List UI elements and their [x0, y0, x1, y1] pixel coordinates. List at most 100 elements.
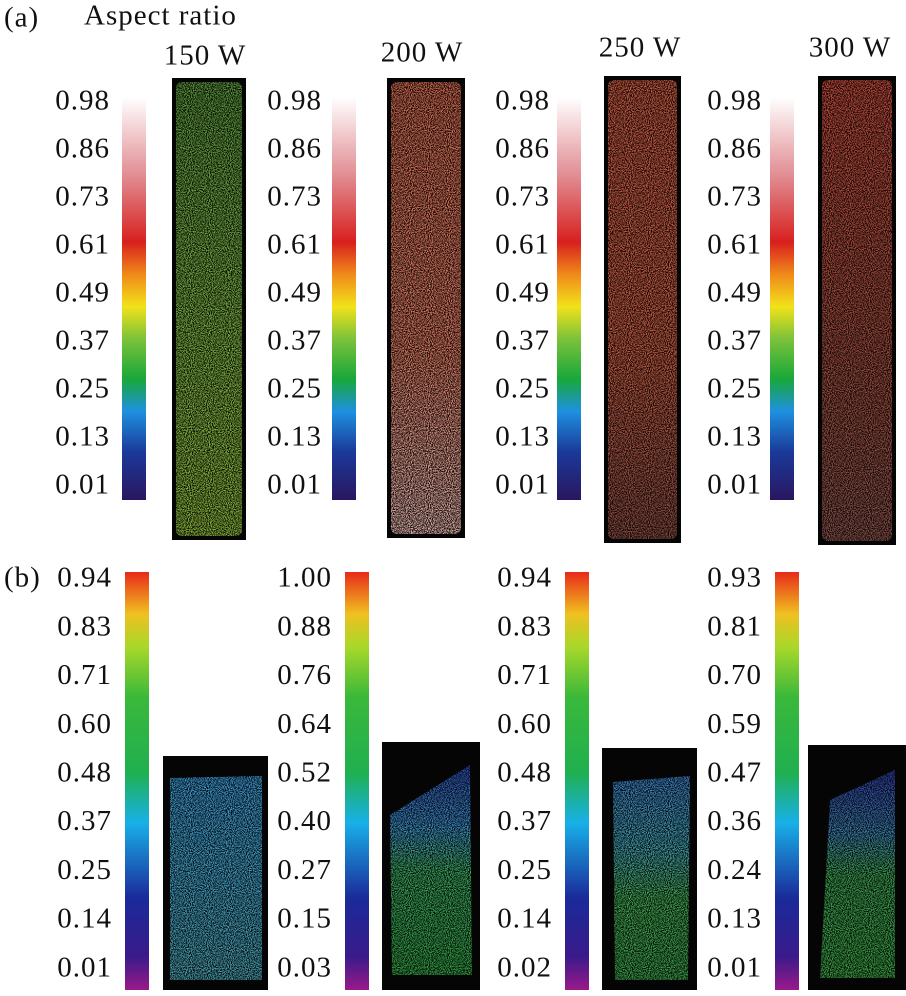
colorbar-tick-label: 0.01	[57, 951, 112, 983]
colorbar	[775, 572, 799, 990]
colorbar-tick-label: 0.14	[57, 903, 112, 935]
sample-column: 200 W 0.98 0.86 0.73 0.61 0.49 0.37 0.25 0.13 0.0…	[267, 37, 465, 538]
colorbar-tick-label: 0.25	[267, 373, 322, 405]
colorbar-tick-label: 0.37	[55, 325, 110, 357]
colorbar-tick-label: 0.60	[57, 708, 112, 740]
sample-column: 150 W 0.98 0.86 0.73 0.61 0.49 0.37 0.25 0.13 0.0…	[55, 40, 246, 540]
colorbar-tick-label: 0.37	[267, 325, 322, 357]
colorbar-tick-label: 0.73	[495, 181, 550, 213]
sample-speckle	[391, 82, 461, 534]
colorbar-tick-label: 0.61	[495, 229, 550, 261]
colorbar-tick-label: 0.27	[277, 854, 332, 886]
colorbar	[122, 97, 146, 500]
colorbar-tick-label: 0.25	[495, 373, 550, 405]
sample-speckle	[170, 776, 262, 980]
colorbar-tick-label: 0.88	[277, 610, 332, 642]
colorbar-tick-label: 0.86	[495, 133, 550, 165]
panel-title: Aspect ratio	[84, 0, 237, 32]
colorbar	[770, 97, 794, 500]
colorbar-tick-label: 0.37	[495, 325, 550, 357]
colorbar-tick-label: 0.98	[495, 85, 550, 117]
sample-speckle	[608, 80, 677, 539]
colorbar-tick-label: 0.86	[267, 133, 322, 165]
colorbar-tick-label: 0.48	[497, 756, 552, 788]
colorbar-tick-label: 1.00	[277, 562, 332, 594]
colorbar-tick-label: 0.71	[57, 659, 112, 691]
colorbar-tick-label: 0.47	[707, 756, 762, 788]
colorbar-tick-label: 0.81	[707, 610, 762, 642]
colorbar-tick-label: 0.13	[707, 903, 762, 935]
sample-column: 0.94 0.83 0.71 0.60 0.48 0.37 0.25 0.14 0.01	[57, 562, 268, 990]
colorbar-tick-label: 0.61	[55, 229, 110, 261]
sample-power: 300 W	[809, 32, 892, 64]
colorbar-tick-label: 0.83	[57, 610, 112, 642]
colorbar-tick-label: 0.59	[707, 708, 762, 740]
colorbar-tick-label: 0.03	[277, 951, 332, 983]
colorbar-tick-label: 0.25	[55, 373, 110, 405]
colorbar-tick-label: 0.01	[495, 469, 550, 501]
colorbar-tick-label: 0.24	[707, 854, 762, 886]
sample-speckle	[613, 776, 690, 980]
colorbar-tick-label: 0.93	[707, 562, 762, 594]
colorbar-tick-label: 0.86	[707, 133, 762, 165]
colorbar-tick-label: 0.98	[267, 85, 322, 117]
sample-power: 150 W	[164, 40, 247, 72]
colorbar-tick-label: 0.01	[707, 469, 762, 501]
colorbar-tick-label: 0.36	[707, 805, 762, 837]
colorbar	[125, 572, 149, 990]
colorbar-tick-label: 0.76	[277, 659, 332, 691]
colorbar-tick-label: 0.37	[57, 805, 112, 837]
colorbar-tick-label: 0.70	[707, 659, 762, 691]
sample-power: 250 W	[599, 32, 682, 64]
colorbar-tick-label: 0.13	[267, 421, 322, 453]
colorbar-tick-label: 0.01	[707, 951, 762, 983]
colorbar-tick-label: 0.73	[707, 181, 762, 213]
colorbar-tick-label: 0.49	[267, 277, 322, 309]
colorbar-tick-label: 0.60	[497, 708, 552, 740]
colorbar-tick-label: 0.94	[497, 562, 552, 594]
colorbar-tick-label: 0.02	[497, 951, 552, 983]
sample-power: 200 W	[381, 37, 464, 69]
colorbar-tick-label: 0.14	[497, 903, 552, 935]
colorbar-tick-label: 0.86	[55, 133, 110, 165]
colorbar-tick-label: 0.25	[707, 373, 762, 405]
colorbar-tick-label: 0.15	[277, 903, 332, 935]
colorbar-tick-label: 0.13	[707, 421, 762, 453]
colorbar-tick-label: 0.01	[267, 469, 322, 501]
colorbar-tick-label: 0.13	[55, 421, 110, 453]
colorbar-tick-label: 0.73	[55, 181, 110, 213]
colorbar-tick-label: 0.94	[57, 562, 112, 594]
colorbar-tick-label: 0.52	[277, 756, 332, 788]
panel-label: (a)	[4, 2, 39, 34]
colorbar-tick-label: 0.49	[707, 277, 762, 309]
colorbar	[565, 572, 589, 990]
sample-column: 0.93 0.81 0.70 0.59 0.47 0.36 0.24 0.13 0.01	[707, 562, 906, 990]
sample-column: 250 W 0.98 0.86 0.73 0.61 0.49 0.37 0.25 0.13 0.0…	[495, 32, 681, 543]
colorbar-tick-label: 0.25	[57, 854, 112, 886]
sample-speckle	[176, 82, 242, 536]
colorbar-tick-label: 0.73	[267, 181, 322, 213]
colorbar-tick-label: 0.64	[277, 708, 332, 740]
sample-speckle	[820, 770, 895, 978]
colorbar	[557, 97, 581, 500]
colorbar-tick-label: 0.98	[707, 85, 762, 117]
sample-speckle	[822, 80, 892, 541]
colorbar-tick-label: 0.83	[497, 610, 552, 642]
colorbar-tick-label: 0.98	[55, 85, 110, 117]
colorbar-tick-label: 0.13	[495, 421, 550, 453]
sample-speckle	[390, 765, 472, 975]
colorbar-tick-label: 0.71	[497, 659, 552, 691]
sample-column: 0.94 0.83 0.71 0.60 0.48 0.37 0.25 0.14 0.02	[497, 562, 697, 990]
colorbar	[345, 572, 369, 990]
colorbar-tick-label: 0.49	[495, 277, 550, 309]
sample-column: 1.00 0.88 0.76 0.64 0.52 0.40 0.27 0.15 0.03	[277, 562, 480, 990]
colorbar-tick-label: 0.48	[57, 756, 112, 788]
colorbar-tick-label: 0.37	[497, 805, 552, 837]
sample-column: 300 W 0.98 0.86 0.73 0.61 0.49 0.37 0.25 0.13 0.0…	[707, 32, 896, 545]
colorbar-tick-label: 0.49	[55, 277, 110, 309]
panel-label: (b)	[4, 562, 41, 594]
colorbar-tick-label: 0.25	[497, 854, 552, 886]
colorbar-tick-label: 0.61	[267, 229, 322, 261]
colorbar-tick-label: 0.37	[707, 325, 762, 357]
